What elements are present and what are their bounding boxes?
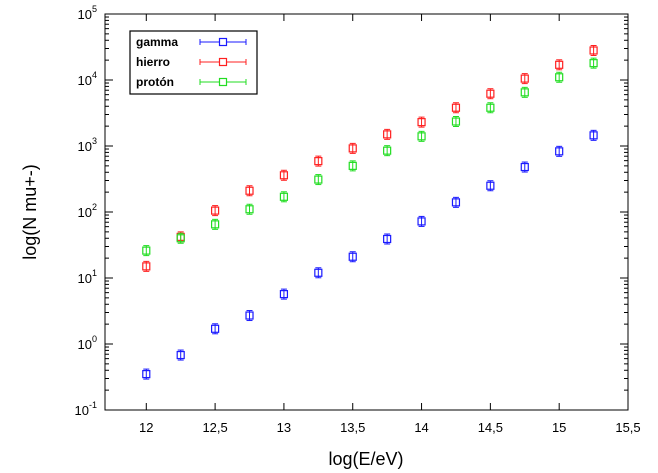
data-point	[451, 116, 461, 128]
x-tick-label: 15	[552, 420, 566, 435]
data-point	[451, 102, 461, 114]
data-point	[451, 196, 461, 208]
data-point	[486, 102, 495, 114]
x-axis-title: log(E/eV)	[328, 449, 403, 469]
y-tick-base: 10	[75, 403, 89, 418]
y-tick-label: 102	[78, 202, 97, 220]
y-tick-base: 10	[78, 271, 92, 286]
legend-label: protón	[136, 75, 174, 89]
y-tick-exponent: -1	[89, 400, 97, 410]
data-point	[142, 368, 151, 380]
y-tick-exponent: 5	[92, 4, 97, 14]
data-point	[383, 145, 392, 157]
y-tick-exponent: 1	[92, 268, 97, 278]
data-point	[348, 251, 357, 263]
data-point	[279, 169, 289, 181]
x-tick-label: 12	[139, 420, 153, 435]
y-tick-exponent: 4	[92, 70, 97, 80]
y-tick-base: 10	[78, 7, 92, 22]
data-point	[383, 128, 392, 140]
data-point	[417, 116, 426, 128]
y-tick-label: 10-1	[75, 400, 97, 418]
data-point	[211, 218, 220, 230]
legend-label: gamma	[136, 35, 178, 49]
x-tick-label: 15,5	[615, 420, 640, 435]
x-axis: 12 12,5 13 13,5 14 14,5 15 15,5	[139, 14, 641, 435]
y-tick-label: 105	[78, 4, 97, 22]
data-point	[245, 310, 254, 322]
data-point	[520, 73, 529, 85]
data-point	[348, 142, 357, 154]
data-point	[279, 288, 289, 300]
x-tick-label: 14	[414, 420, 428, 435]
x-tick-label: 13	[277, 420, 291, 435]
y-tick-base: 10	[78, 139, 92, 154]
x-tick-label: 12,5	[202, 420, 227, 435]
legend-swatch-marker	[218, 77, 228, 87]
data-point	[486, 180, 495, 192]
y-tick-base: 10	[78, 337, 92, 352]
data-point	[245, 185, 254, 197]
data-point	[176, 349, 185, 361]
data-point	[211, 205, 220, 217]
legend-label: hierro	[136, 55, 170, 69]
legend-swatch-marker	[218, 37, 228, 47]
y-tick-label: 104	[78, 70, 97, 88]
data-point	[589, 44, 598, 56]
data-point	[555, 59, 564, 71]
data-point	[589, 129, 598, 141]
x-tick-label: 13,5	[340, 420, 365, 435]
data-point	[314, 155, 323, 167]
y-axis-title: log(N mu+-)	[20, 164, 40, 260]
y-tick-base: 10	[78, 205, 92, 220]
data-point	[486, 88, 495, 100]
legend-swatch-marker	[218, 57, 228, 67]
data-point	[555, 145, 564, 157]
y-tick-exponent: 3	[92, 136, 97, 146]
data-point	[417, 215, 426, 227]
data-point	[314, 267, 323, 279]
y-tick-exponent: 0	[92, 334, 97, 344]
data-point	[314, 174, 323, 186]
y-tick-label: 100	[78, 334, 97, 352]
data-point	[245, 203, 254, 215]
y-tick-label: 101	[78, 268, 97, 286]
data-point	[211, 323, 220, 335]
x-tick-label: 14,5	[478, 420, 503, 435]
y-tick-label: 103	[78, 136, 97, 154]
data-point	[142, 260, 151, 272]
data-point	[348, 160, 357, 172]
y-tick-exponent: 2	[92, 202, 97, 212]
data-point	[279, 191, 289, 203]
data-point	[176, 232, 185, 244]
data-point	[555, 71, 564, 83]
y-tick-base: 10	[78, 73, 92, 88]
data-point	[520, 86, 529, 98]
data-point	[383, 233, 392, 245]
data-point	[417, 130, 426, 142]
data-point	[142, 245, 151, 257]
data-points	[142, 44, 598, 380]
data-point	[589, 57, 598, 69]
data-point	[520, 161, 529, 173]
legend: gamma hierro protón	[129, 30, 258, 95]
